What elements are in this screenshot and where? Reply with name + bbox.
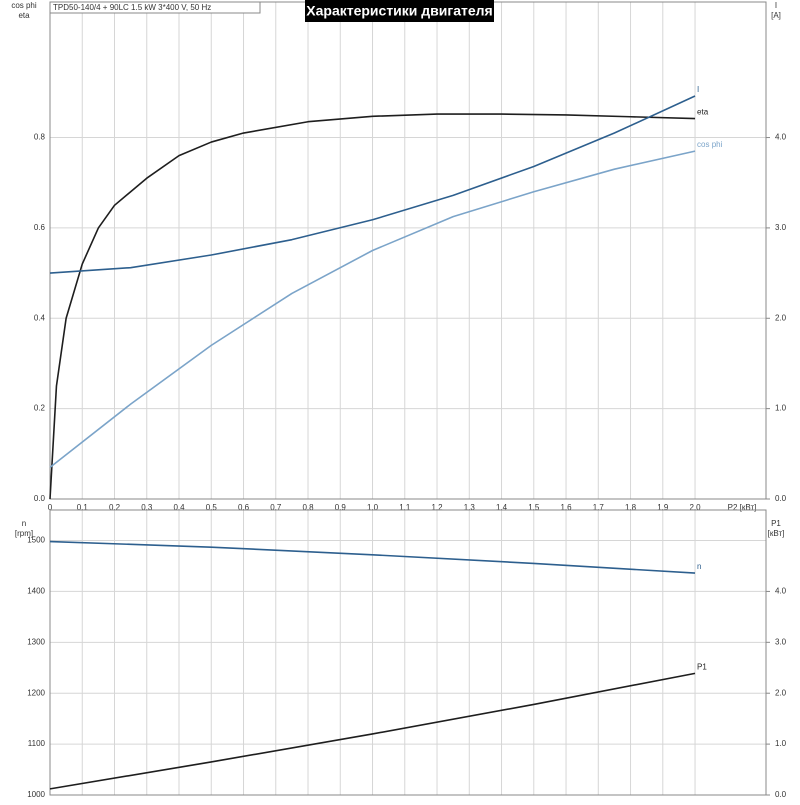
series-line <box>49 150 696 469</box>
y-tick-label: 0.0 <box>34 494 46 503</box>
y-tick-label: 0.8 <box>34 133 46 142</box>
x-tick-label: 0,9 <box>335 503 347 512</box>
plot-frame <box>49 509 767 796</box>
x-tick-label: 0,8 <box>302 503 314 512</box>
series-label: cos phi <box>697 140 723 149</box>
series-line <box>49 113 696 500</box>
y2-tick-label: 0.0 <box>775 790 787 799</box>
x-tick-label: 0,3 <box>141 503 153 512</box>
y2-tick-label: 0.0 <box>775 494 787 503</box>
y-axis-label: cos phi <box>11 1 37 10</box>
y-tick-label: 1000 <box>27 790 45 799</box>
x-tick-label: 1,7 <box>593 503 605 512</box>
x-tick-label: 1,5 <box>528 503 540 512</box>
y2-axis-label: [кВт] <box>768 529 785 538</box>
x-tick-label: 0,1 <box>77 503 89 512</box>
y-tick-label: 1200 <box>27 688 45 697</box>
x-tick-label: 2,0 <box>689 503 701 512</box>
y-axis-label: n <box>22 519 26 528</box>
x-tick-label: 0,6 <box>238 503 250 512</box>
y-tick-label: 0.4 <box>34 313 46 322</box>
x-tick-label: 0,4 <box>173 503 185 512</box>
y2-tick-label: 1.0 <box>775 739 787 748</box>
series-label: n <box>697 562 701 571</box>
x-axis-label: P2 [кВт] <box>728 503 757 512</box>
x-tick-label: 0 <box>48 503 53 512</box>
x-tick-label: 1,8 <box>625 503 637 512</box>
y-tick-label: 1400 <box>27 587 45 596</box>
y2-tick-label: 3.0 <box>775 223 787 232</box>
y2-axis-label: I <box>775 1 777 10</box>
y-tick-label: 1100 <box>28 739 46 748</box>
x-tick-label: 1,4 <box>496 503 508 512</box>
x-tick-label: 1,6 <box>560 503 572 512</box>
y2-tick-label: 4.0 <box>775 133 787 142</box>
y2-tick-label: 4.0 <box>775 587 787 596</box>
y2-axis-label: [A] <box>771 11 781 20</box>
y2-tick-label: 2.0 <box>775 688 787 697</box>
x-tick-label: 0,2 <box>109 503 121 512</box>
y2-tick-label: 2.0 <box>775 313 787 322</box>
y-tick-label: 1300 <box>27 637 45 646</box>
info-box <box>49 1 261 14</box>
y-axis-label: [rpm] <box>15 529 33 538</box>
x-tick-label: 1,0 <box>367 503 379 512</box>
y2-tick-label: 3.0 <box>775 637 787 646</box>
series-line <box>49 672 696 790</box>
y-tick-label: 0.2 <box>34 404 46 413</box>
y-axis-label: eta <box>18 11 30 20</box>
series-label: P1 <box>697 662 707 671</box>
series-line <box>49 540 696 574</box>
title-box <box>305 0 494 22</box>
x-tick-label: 1,9 <box>657 503 669 512</box>
subtitle: TPD50-140/4 + 90LC 1.5 kW 3*400 V, 50 Hz <box>53 3 211 12</box>
x-tick-label: 0,7 <box>270 503 282 512</box>
y-tick-label: 0.6 <box>34 223 46 232</box>
x-tick-label: 0,5 <box>206 503 218 512</box>
series-label: eta <box>697 108 709 117</box>
x-tick-label: 1,2 <box>431 503 443 512</box>
y2-tick-label: 1.0 <box>775 404 787 413</box>
series-label: I <box>697 85 699 94</box>
x-tick-label: 1,3 <box>464 503 476 512</box>
x-tick-label: 1,1 <box>399 503 411 512</box>
series-line <box>49 95 696 274</box>
y2-axis-label: P1 <box>771 519 781 528</box>
y-tick-label: 1500 <box>27 536 45 545</box>
chart-title: Характеристики двигателя <box>306 3 492 19</box>
